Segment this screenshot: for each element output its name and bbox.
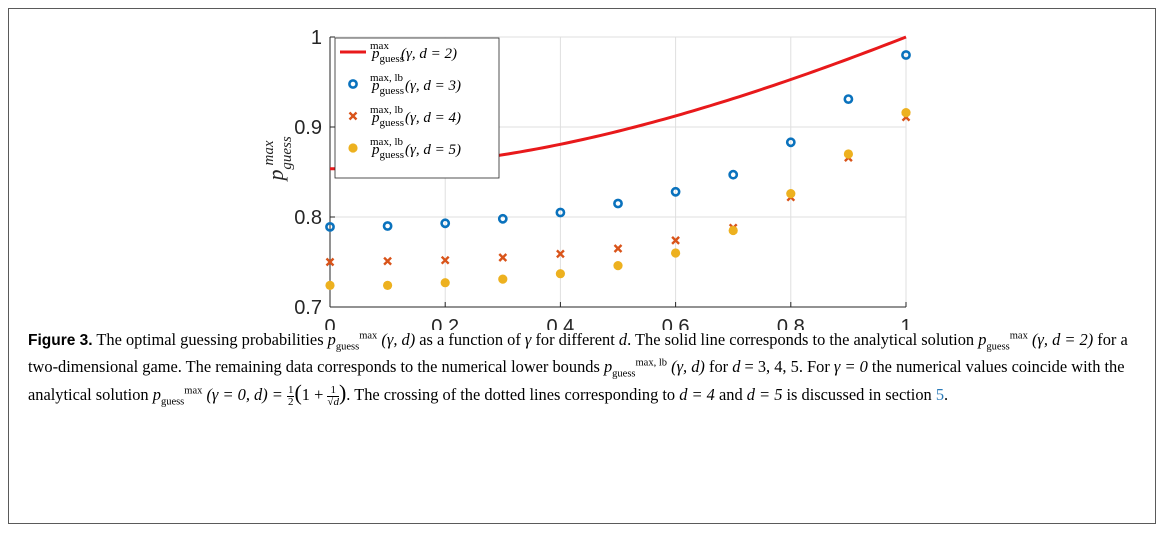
marker-stroke (556, 249, 565, 259)
marker-stroke (613, 244, 623, 253)
data-point-series-2 (670, 186, 681, 197)
data-point-series-2 (785, 137, 796, 148)
legend-swatch-marker (348, 79, 358, 89)
data-point-series-2 (613, 198, 623, 209)
x-tick-label: 0 (324, 316, 335, 330)
data-point-series-4 (498, 274, 508, 284)
x-tick-label: 0.6 (662, 316, 690, 330)
data-point-series-4 (325, 280, 335, 290)
x-tick-label: 0.4 (546, 316, 574, 330)
data-point-series-4 (383, 280, 393, 290)
data-point-series-4 (843, 149, 854, 159)
data-point-series-2 (555, 207, 566, 218)
data-point-series-2 (382, 221, 393, 231)
data-point-series-2 (843, 94, 854, 104)
marker-stroke (440, 255, 450, 265)
figure-caption: Figure 3. The optimal guessing probabili… (28, 330, 1128, 408)
legend-entry-1: pguessmax (γ, d = 2) (340, 40, 457, 65)
y-axis-label: p guess max (261, 136, 295, 182)
data-point-series-4 (613, 261, 623, 271)
marker-stroke (348, 111, 358, 121)
data-point-series-4 (901, 108, 911, 118)
legend-label: pguessmax, lb (γ, d = 4) (370, 104, 461, 129)
svg-text:max: max (261, 140, 277, 165)
data-point-series-3 (498, 253, 508, 262)
marker-stroke (671, 236, 680, 245)
legend: pguessmax (γ, d = 2) pguessmax, lb (γ, d = … (334, 37, 500, 179)
chart: 0 0.2 0.4 0.6 0.8 1 0.7 0.8 0.9 1 pguessmax (γ, d … (261, 27, 912, 330)
section-link[interactable]: 5 (935, 385, 945, 404)
marker-stroke (325, 257, 335, 267)
legend-entry-2: pguessmax, lb (γ, d = 3) (348, 72, 461, 97)
legend-label: pguessmax, lb (γ, d = 5) (370, 136, 461, 161)
y-tick-label: 0.7 (294, 297, 322, 319)
legend-swatch-marker (348, 111, 358, 121)
legend-box (334, 37, 500, 179)
marker-stroke (498, 253, 508, 262)
data-point-series-2 (728, 169, 739, 180)
data-point-series-2 (901, 50, 911, 60)
data-point-series-3 (325, 257, 335, 267)
y-tick-label: 0.8 (294, 207, 322, 229)
legend-swatch-marker (348, 143, 358, 153)
x-tick-label: 0.2 (431, 316, 459, 330)
legend-label: pguessmax, lb (γ, d = 3) (370, 72, 461, 97)
x-tick-label: 0.8 (777, 316, 805, 330)
svg-text:guess: guess (279, 136, 295, 169)
data-point-series-3 (556, 249, 565, 259)
data-point-series-3 (613, 244, 623, 253)
figure-frame (8, 8, 1156, 524)
data-point-series-2 (497, 213, 508, 224)
data-point-series-2 (440, 218, 451, 229)
data-point-series-4 (786, 189, 796, 199)
y-tick-label: 0.9 (294, 117, 322, 139)
data-point-series-4 (671, 248, 681, 258)
figure-label: Figure 3. (28, 332, 93, 349)
svg-text:p: p (263, 170, 288, 183)
data-point-series-3 (383, 256, 392, 266)
x-tick-label: 1 (900, 316, 911, 330)
data-point-series-4 (440, 278, 450, 288)
data-point-series-3 (671, 236, 680, 245)
legend-label: pguessmax (γ, d = 2) (370, 40, 457, 65)
legend-entry-4: pguessmax, lb (γ, d = 5) (348, 136, 461, 161)
y-tick-label: 1 (311, 27, 322, 49)
marker-stroke (383, 256, 392, 266)
data-point-series-4 (728, 225, 738, 236)
legend-entry-3: pguessmax, lb (γ, d = 4) (348, 104, 461, 129)
data-point-series-3 (440, 255, 450, 265)
data-point-series-4 (555, 269, 566, 279)
data-point-series-2 (325, 221, 335, 232)
